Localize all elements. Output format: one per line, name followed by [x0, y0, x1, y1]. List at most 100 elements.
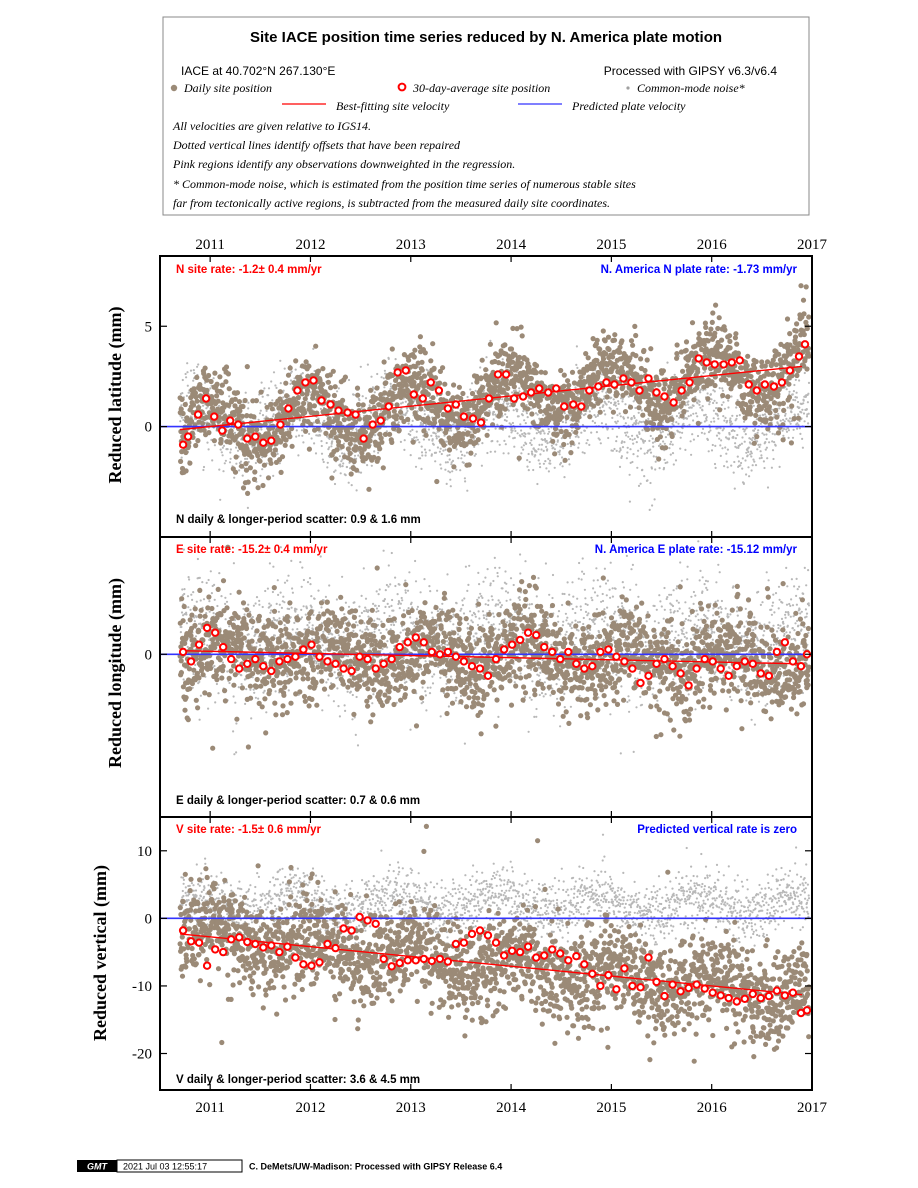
daily-position-point: [516, 455, 522, 461]
daily-position-point: [717, 407, 723, 413]
common-mode-point: [712, 409, 716, 412]
common-mode-point: [294, 368, 297, 371]
common-mode-point: [320, 452, 324, 455]
common-mode-point: [257, 418, 260, 421]
common-mode-point: [798, 379, 801, 382]
common-mode-point: [221, 446, 224, 449]
average-position-point: [267, 436, 276, 445]
common-mode-point: [466, 489, 469, 492]
common-mode-point: [347, 378, 351, 382]
common-mode-point: [743, 420, 746, 423]
common-mode-point: [502, 452, 505, 455]
common-mode-point: [664, 436, 668, 439]
common-mode-point: [742, 482, 746, 485]
average-position-point: [777, 378, 787, 387]
daily-position-point: [558, 428, 564, 435]
daily-position-point: [240, 403, 246, 410]
common-mode-point: [617, 402, 620, 405]
common-mode-point: [423, 448, 427, 451]
daily-position-point: [195, 405, 202, 411]
top-year-label: 2012: [295, 237, 325, 253]
common-mode-point: [530, 439, 533, 442]
common-mode-point: [352, 393, 355, 396]
daily-position-point: [430, 341, 436, 347]
daily-position-point: [585, 355, 591, 361]
common-mode-point: [506, 415, 509, 419]
common-mode-point: [431, 438, 434, 441]
common-mode-point: [640, 421, 643, 424]
daily-position-point: [465, 430, 471, 436]
common-mode-point: [237, 686, 240, 689]
average-position-point: [677, 386, 686, 395]
common-mode-point: [788, 420, 791, 423]
daily-position-point: [656, 456, 662, 462]
daily-position-point: [800, 297, 807, 303]
daily-position-point: [311, 403, 317, 409]
daily-position-point: [644, 426, 651, 432]
common-mode-point: [202, 465, 206, 469]
daily-position-point: [662, 381, 668, 387]
common-mode-point: [619, 415, 622, 418]
daily-position-point: [479, 357, 485, 363]
common-mode-point: [265, 415, 268, 418]
common-mode-point: [290, 370, 293, 373]
common-mode-point: [531, 453, 534, 456]
daily-position-point: [606, 346, 612, 353]
common-mode-point: [219, 448, 222, 451]
common-mode-point: [736, 433, 739, 437]
common-mode-point: [224, 602, 227, 606]
common-mode-point: [326, 466, 329, 469]
daily-position-point: [354, 385, 361, 391]
average-position-point: [719, 360, 728, 369]
common-mode-point: [754, 464, 758, 467]
common-mode-point: [504, 443, 507, 446]
average-position-point: [484, 394, 494, 403]
common-mode-point: [756, 448, 759, 451]
north-y-axis-label: Reduced latitude (mm): [105, 307, 126, 484]
common-mode-point: [198, 576, 201, 580]
daily-position-point: [663, 445, 669, 451]
average-position-point: [585, 386, 594, 395]
common-mode-point: [258, 412, 262, 415]
common-mode-point: [532, 468, 535, 472]
common-mode-point: [188, 391, 191, 394]
common-mode-point: [432, 443, 435, 446]
common-mode-point: [496, 440, 499, 443]
common-mode-point: [556, 439, 560, 442]
common-mode-point: [321, 458, 324, 461]
average-position-point: [426, 378, 435, 387]
daily-position-point: [285, 421, 291, 427]
average-position-point: [368, 420, 377, 429]
common-mode-point: [713, 462, 717, 466]
daily-position-point: [279, 454, 286, 460]
common-mode-point: [291, 423, 294, 426]
common-mode-point: [733, 487, 736, 490]
daily-position-point: [398, 409, 404, 415]
common-mode-point: [246, 457, 249, 460]
daily-position-point: [386, 413, 392, 419]
average-position-point: [535, 384, 544, 393]
common-mode-point: [221, 661, 224, 664]
common-mode-point: [723, 465, 726, 468]
common-mode-point: [806, 401, 810, 404]
common-mode-point: [618, 465, 622, 468]
common-mode-point: [444, 461, 447, 464]
daily-position-point: [597, 398, 604, 404]
common-mode-point: [738, 443, 742, 446]
common-mode-point: [192, 369, 195, 372]
common-mode-point: [497, 400, 500, 403]
common-mode-point: [252, 625, 255, 628]
daily-position-point: [752, 420, 758, 426]
daily-position-point: [468, 450, 474, 456]
common-mode-point: [333, 470, 336, 473]
daily-position-point: [633, 353, 639, 359]
common-mode-point: [635, 421, 638, 424]
daily-position-point: [260, 482, 266, 489]
daily-position-point: [792, 334, 799, 340]
daily-position-point: [421, 428, 427, 434]
daily-position-point: [451, 382, 457, 388]
daily-position-point: [657, 434, 664, 440]
common-mode-point: [254, 602, 257, 605]
common-mode-point: [310, 437, 313, 440]
daily-position-point: [691, 397, 697, 403]
